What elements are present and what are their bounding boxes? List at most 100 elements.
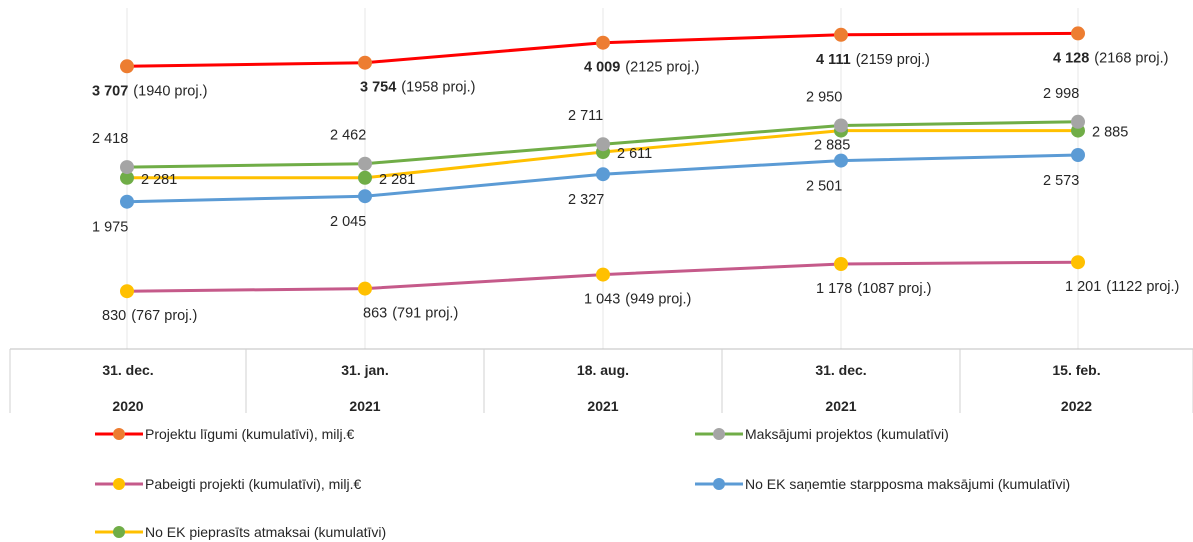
data-label-series-3-3: 2 501 (806, 179, 842, 195)
data-label-value: 2 281 (379, 172, 415, 188)
legend-item-1: Maksājumi projektos (kumulatīvi) (695, 426, 949, 442)
data-label-series-4-3: 2 885 (814, 138, 850, 154)
data-label-series-4-1: 2 281 (379, 172, 415, 188)
data-label-series-1-2: 2 711 (568, 108, 603, 124)
x-tick-label-year: 2020 (112, 398, 143, 414)
legend-marker-swatch (113, 428, 125, 440)
series-3-point-4 (1071, 148, 1085, 162)
x-tick-label-year: 2022 (1061, 398, 1092, 414)
data-label-value: 2 711 (568, 108, 603, 124)
data-label-projects: (1087 proj.) (857, 281, 931, 297)
data-label-series-1-3: 2 950 (806, 90, 842, 106)
data-label-value: 2 327 (568, 192, 604, 208)
series-2-point-4 (1071, 255, 1085, 270)
series-0-point-3 (834, 27, 848, 42)
series-4-point-0 (120, 170, 134, 185)
data-label-series-1-4: 2 998 (1043, 86, 1079, 102)
data-label-projects: (2168 proj.) (1094, 50, 1168, 66)
series-2-point-0 (120, 284, 134, 299)
category-axis: 31. dec. 2020 31. jan. 2021 18. aug. 2021 31. … (9, 348, 1193, 414)
data-label-value: 2 045 (330, 214, 366, 230)
series-3-point-3 (834, 153, 848, 168)
data-label-value: 4 111 (816, 52, 851, 68)
data-label-projects: (1122 proj.) (1106, 279, 1179, 295)
series-3-point-0 (120, 194, 134, 209)
data-labels: 3 707 (1940 proj.) 3 754 (1958 proj.) 4 009 (… (92, 50, 1179, 324)
data-label-series-0-1: 3 754 (1958 proj.) (360, 80, 475, 96)
data-label-projects: (1958 proj.) (401, 80, 475, 96)
data-label-projects: (1940 proj.) (133, 83, 207, 99)
series-1-point-2 (596, 137, 610, 152)
data-label-value: 1 178 (816, 281, 852, 297)
data-label-series-2-2: 1 043 (949 proj.) (584, 292, 691, 308)
series-0-point-1 (358, 55, 372, 70)
data-label-series-2-3: 1 178 (1087 proj.) (816, 281, 931, 297)
data-label-value: 2 950 (806, 90, 842, 106)
series-2-point-2 (596, 267, 610, 282)
series-3-point-2 (596, 167, 610, 182)
data-label-series-1-0: 2 418 (92, 131, 128, 147)
data-label-series-0-0: 3 707 (1940 proj.) (92, 83, 207, 99)
data-label-value: 2 418 (92, 131, 128, 147)
x-tick-label-date: 31. dec. (815, 362, 866, 378)
legend-marker-swatch (113, 526, 125, 538)
data-label-value: 4 128 (1053, 50, 1089, 66)
legend-item-2: Pabeigti projekti (kumulatīvi), milj.€ (95, 476, 362, 492)
legend-label: No EK saņemtie starpposma maksājumi (kum… (745, 476, 1070, 492)
data-label-value: 4 009 (584, 60, 620, 76)
data-label-value: 2 885 (1092, 125, 1128, 141)
data-label-value: 863 (363, 306, 387, 322)
data-label-projects: (2125 proj.) (625, 60, 699, 76)
x-tick-label-year: 2021 (825, 398, 856, 414)
series-1-point-1 (358, 156, 372, 171)
legend-marker-swatch (713, 478, 725, 490)
series-1-point-4 (1071, 114, 1085, 129)
x-tick-label-date: 15. feb. (1052, 362, 1100, 378)
data-label-projects: (791 proj.) (392, 306, 458, 322)
data-label-value: 2 573 (1043, 173, 1079, 189)
legend-item-4: No EK pieprasīts atmaksai (kumulatīvi) (95, 524, 386, 540)
x-tick-label-date: 31. dec. (102, 362, 153, 378)
data-label-series-4-4: 2 885 (1092, 125, 1128, 141)
data-label-value: 2 462 (330, 128, 366, 144)
data-label-series-3-1: 2 045 (330, 214, 366, 230)
series-1-point-0 (120, 160, 134, 175)
x-tick-label-date: 18. aug. (577, 362, 629, 378)
x-tick-label-year: 2021 (587, 398, 618, 414)
data-label-projects: (2159 proj.) (856, 52, 930, 68)
data-label-value: 2 501 (806, 179, 842, 195)
data-label-series-1-1: 2 462 (330, 128, 366, 144)
data-label-series-2-4: 1 201 (1122 proj.) (1065, 279, 1179, 295)
series-3-point-1 (358, 189, 372, 204)
data-label-value: 3 754 (360, 80, 396, 96)
series-0-point-4 (1071, 26, 1085, 41)
x-tick-label-date: 31. jan. (341, 362, 388, 378)
data-label-series-3-0: 1 975 (92, 220, 128, 236)
data-label-value: 2 998 (1043, 86, 1079, 102)
series-2-point-1 (358, 281, 372, 296)
data-label-series-2-0: 830 (767 proj.) (102, 308, 197, 324)
data-label-series-0-4: 4 128 (2168 proj.) (1053, 50, 1168, 66)
series-0-point-2 (596, 35, 610, 50)
data-label-series-3-2: 2 327 (568, 192, 604, 208)
legend-marker-swatch (113, 478, 125, 490)
series-4-point-1 (358, 170, 372, 185)
data-label-series-3-4: 2 573 (1043, 173, 1079, 189)
legend: Projektu līgumi (kumulatīvi), milj.€ Maks… (95, 426, 1070, 540)
legend-label: No EK pieprasīts atmaksai (kumulatīvi) (145, 524, 386, 540)
data-label-series-0-2: 4 009 (2125 proj.) (584, 60, 699, 76)
legend-marker-swatch (713, 428, 725, 440)
series-2-point-3 (834, 257, 848, 271)
data-label-value: 2 611 (617, 146, 652, 162)
data-label-value: 1 975 (92, 220, 128, 236)
data-label-series-0-3: 4 111 (2159 proj.) (816, 52, 930, 68)
data-label-series-4-2: 2 611 (617, 146, 652, 162)
series-markers (120, 26, 1085, 299)
data-label-value: 2 885 (814, 138, 850, 154)
data-label-value: 3 707 (92, 83, 128, 99)
data-label-value: 2 281 (141, 172, 177, 188)
data-label-projects: (949 proj.) (625, 292, 691, 308)
data-label-value: 1 201 (1065, 279, 1101, 295)
series-1-point-3 (834, 118, 848, 133)
